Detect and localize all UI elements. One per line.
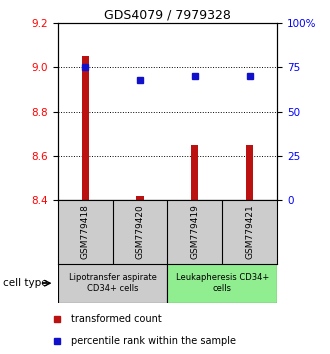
Text: GSM779419: GSM779419 (190, 204, 199, 259)
Text: Lipotransfer aspirate
CD34+ cells: Lipotransfer aspirate CD34+ cells (69, 274, 156, 293)
Text: Leukapheresis CD34+
cells: Leukapheresis CD34+ cells (176, 274, 269, 293)
Text: GSM779420: GSM779420 (136, 205, 145, 259)
Title: GDS4079 / 7979328: GDS4079 / 7979328 (104, 9, 231, 22)
Text: GSM779421: GSM779421 (245, 205, 254, 259)
Text: transformed count: transformed count (71, 314, 162, 324)
Bar (246, 145, 253, 200)
Text: GSM779418: GSM779418 (81, 204, 90, 259)
Bar (168, 264, 277, 303)
Bar (137, 196, 144, 200)
Text: cell type: cell type (3, 278, 48, 288)
Bar (82, 56, 89, 200)
Text: percentile rank within the sample: percentile rank within the sample (71, 336, 236, 346)
Bar (58, 264, 168, 303)
Bar (191, 145, 198, 200)
